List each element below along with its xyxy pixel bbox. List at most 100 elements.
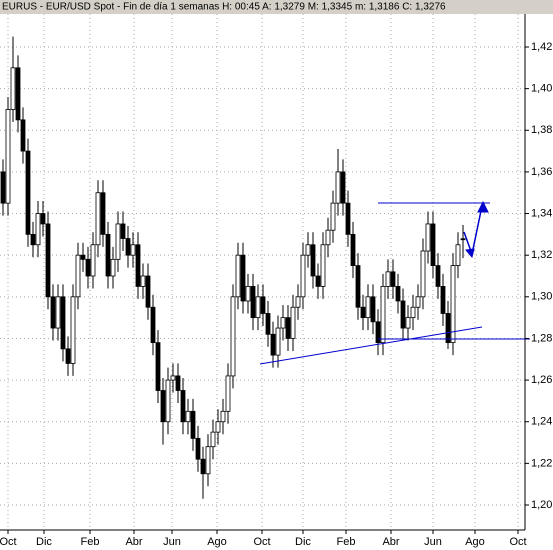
candle-body <box>75 254 81 298</box>
candle-body <box>140 275 146 287</box>
candle-body <box>420 250 426 298</box>
candle-body <box>160 390 166 423</box>
candle-body <box>365 296 371 319</box>
x-tick-label: Abr <box>125 536 142 548</box>
candle-body <box>335 171 341 204</box>
candle-body <box>390 271 396 287</box>
y-tick-label: 1,42 <box>531 41 552 53</box>
candle-body <box>195 437 201 460</box>
candle-body <box>295 296 301 308</box>
candle-body <box>440 286 446 314</box>
candle-body <box>345 202 351 235</box>
candle-body <box>40 213 46 225</box>
candle-body <box>0 171 6 204</box>
x-tick-label: Ago <box>465 536 485 548</box>
candle-body <box>265 313 271 335</box>
candle-body <box>240 254 246 302</box>
candle-body <box>150 306 156 344</box>
candle-body <box>235 254 241 298</box>
candle-body <box>65 348 71 364</box>
candle-body <box>255 296 261 319</box>
candle-body <box>375 321 381 344</box>
trend-line <box>259 326 483 365</box>
candle-body <box>115 223 121 260</box>
candle-body <box>245 286 251 302</box>
candle-body <box>260 296 266 314</box>
candle-body <box>230 296 236 377</box>
candle-body <box>370 296 376 323</box>
candle-body <box>450 265 456 344</box>
candle-body <box>400 300 406 329</box>
y-tick-label: 1,26 <box>531 374 552 386</box>
candle-body <box>455 244 461 266</box>
x-tick-label: Abr <box>382 536 399 548</box>
candle-body <box>425 223 431 252</box>
candle-body <box>120 223 126 239</box>
candle-body <box>290 306 296 339</box>
candle-body <box>205 446 211 475</box>
x-tick-label: Jun <box>424 536 442 548</box>
candle-body <box>380 286 386 344</box>
candle-body <box>50 296 56 329</box>
candle-body <box>315 275 321 287</box>
y-tick-label: 1,24 <box>531 416 552 428</box>
x-tick-label: Feb <box>81 536 100 548</box>
arrow-head <box>465 248 475 259</box>
candle-body <box>5 109 11 204</box>
x-tick-label: Dic <box>295 536 311 548</box>
candle-body <box>225 375 231 412</box>
candle-body <box>80 254 86 260</box>
candle-body <box>60 296 66 350</box>
candle-body <box>95 192 101 246</box>
candle-body <box>270 333 276 356</box>
candle-body <box>215 421 221 433</box>
x-tick-label: Ago <box>207 536 227 548</box>
candle-body <box>220 410 226 423</box>
candle-body <box>130 244 136 256</box>
candle-body <box>20 119 26 152</box>
candle-body <box>415 296 421 308</box>
candle-body <box>45 223 51 298</box>
candle-body <box>325 229 331 246</box>
candle-body <box>85 258 91 277</box>
candle-body <box>90 244 96 277</box>
candle-body <box>460 238 466 241</box>
candle-body <box>385 271 391 287</box>
candle-body <box>170 375 176 381</box>
x-tick-label: Oct <box>509 536 526 548</box>
arrow-head <box>477 200 489 213</box>
candle-body <box>280 317 286 329</box>
candle-body <box>180 390 186 423</box>
y-tick-label: 1,20 <box>531 499 552 511</box>
y-tick-label: 1,32 <box>531 249 552 261</box>
y-tick-label: 1,28 <box>531 332 552 344</box>
candle-body <box>340 171 346 204</box>
y-tick-label: 1,40 <box>531 83 552 95</box>
candle-body <box>145 275 151 308</box>
candle-body <box>300 254 306 298</box>
candle-body <box>305 244 311 256</box>
candle-body <box>175 375 181 391</box>
y-tick-label: 1,38 <box>531 124 552 136</box>
candle-body <box>355 265 361 308</box>
candle-body <box>190 410 196 439</box>
candle-body <box>320 244 326 287</box>
candle-body <box>105 233 111 277</box>
candle-body <box>310 244 316 277</box>
candle-body <box>275 327 281 356</box>
candle-body <box>110 258 116 277</box>
y-tick-label: 1,36 <box>531 166 552 178</box>
candle-body <box>100 192 106 235</box>
candle-body <box>350 233 356 266</box>
candle-body <box>135 244 141 287</box>
candle-body <box>210 431 216 448</box>
candle-body <box>410 306 416 319</box>
x-tick-label: Dic <box>36 536 52 548</box>
x-tick-label: Feb <box>337 536 356 548</box>
candle-body <box>125 238 131 256</box>
candle-body <box>435 265 441 287</box>
candle-body <box>15 67 21 121</box>
y-tick-label: 1,30 <box>531 291 552 303</box>
candle-body <box>360 306 366 319</box>
